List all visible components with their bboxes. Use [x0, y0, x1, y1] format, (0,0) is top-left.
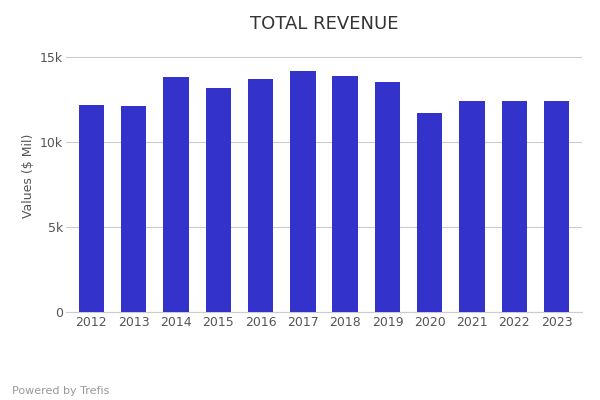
Legend: TXT: TXT [289, 394, 359, 400]
Bar [290, 70, 316, 312]
Title: TOTAL REVENUE: TOTAL REVENUE [250, 15, 398, 33]
Bar [417, 113, 442, 312]
Bar [375, 82, 400, 312]
Bar [121, 106, 146, 312]
Bar [460, 101, 485, 312]
Bar [163, 77, 188, 312]
Bar [248, 79, 273, 312]
Bar [79, 105, 104, 312]
Y-axis label: Values ($ Mil): Values ($ Mil) [22, 134, 35, 218]
Bar [544, 101, 569, 312]
Bar [502, 101, 527, 312]
Text: Powered by Trefis: Powered by Trefis [12, 386, 109, 396]
Bar [206, 88, 231, 312]
Bar [332, 76, 358, 312]
